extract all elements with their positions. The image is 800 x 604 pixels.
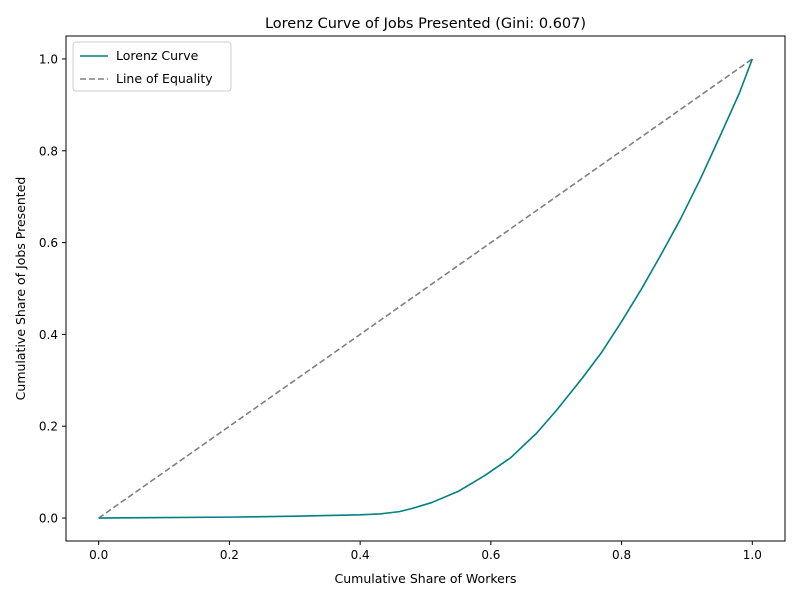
x-tick-label: 0.0 [89, 548, 108, 562]
legend-box [72, 41, 232, 92]
y-tick-label: 0.0 [39, 512, 58, 526]
legend-label-line-of-equality: Line of Equality [116, 71, 213, 86]
y-axis-label: Cumulative Share of Jobs Presented [13, 177, 28, 401]
plot-frame [65, 35, 786, 542]
x-tick-label: 0.2 [220, 548, 239, 562]
x-tick-label: 0.8 [612, 548, 631, 562]
y-tick-label: 0.4 [39, 328, 58, 342]
y-tick-label: 1.0 [39, 52, 58, 66]
y-tick-label: 0.6 [39, 236, 58, 250]
plot-area [98, 58, 754, 519]
x-axis-label: Cumulative Share of Workers [335, 571, 517, 586]
series-line-lorenz-curve [98, 58, 754, 519]
y-tick-label: 0.2 [39, 420, 58, 434]
legend: Lorenz Curve Line of Equality [72, 41, 232, 92]
x-tick-label: 1.0 [743, 548, 762, 562]
x-tick-label: 0.4 [351, 548, 370, 562]
x-tick-label: 0.6 [481, 548, 500, 562]
axis-ticks: 0.0 0.2 0.4 0.6 0.8 1.0 0.0 0.2 0.4 0.6 0.8 1.0 [39, 52, 762, 562]
chart-title: Lorenz Curve of Jobs Presented (Gini: 0.… [265, 16, 586, 32]
y-tick-label: 0.8 [39, 144, 58, 158]
series-line-line-of-equality [98, 58, 753, 519]
legend-label-lorenz-curve: Lorenz Curve [116, 48, 199, 63]
